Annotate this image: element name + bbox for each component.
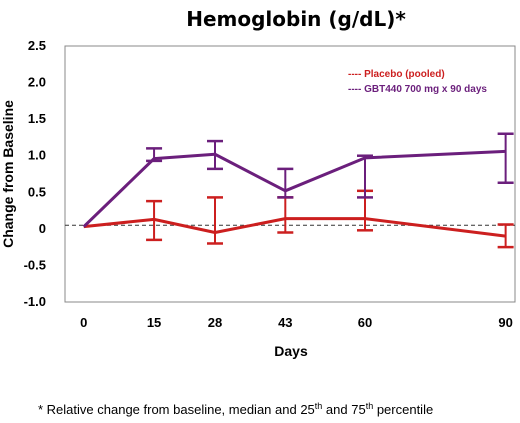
- x-tick-label: 15: [147, 315, 161, 330]
- error-bar: [497, 132, 514, 185]
- y-tick-label: -1.0: [24, 294, 46, 309]
- x-axis-ticks: 0 15 28 43 60 90: [80, 315, 513, 330]
- y-tick-label: -0.5: [24, 257, 46, 272]
- x-tick-label: 0: [80, 315, 87, 330]
- chart-title: Hemoglobin (g/dL)*: [186, 7, 406, 31]
- error-bar: [207, 196, 223, 245]
- error-bar: [277, 167, 294, 199]
- legend: ---- Placebo (pooled) ---- GBT440 700 mg…: [348, 69, 487, 95]
- error-bar: [207, 139, 223, 171]
- x-tick-label: 90: [498, 315, 512, 330]
- y-tick-label: 0: [39, 221, 46, 236]
- y-tick-label: 1.0: [28, 148, 46, 163]
- series-line: [83, 217, 506, 238]
- error-bar: [146, 199, 163, 242]
- y-tick-label: 2.5: [28, 38, 46, 53]
- series-0: [83, 189, 514, 249]
- y-tick-label: 0.5: [28, 184, 46, 199]
- series-1: [82, 132, 514, 228]
- x-tick-label: 60: [358, 315, 372, 330]
- y-axis-ticks: 2.5 2.0 1.5 1.0 0.5 0 -0.5 -1.0: [24, 38, 46, 309]
- y-tick-label: 2.0: [28, 75, 46, 90]
- footnote-text-3: percentile: [373, 402, 433, 417]
- error-bar: [357, 154, 373, 199]
- y-axis-label: Change from Baseline: [0, 100, 16, 248]
- plot-area-frame: [64, 45, 516, 303]
- footnote-text-1: * Relative change from baseline, median …: [38, 402, 315, 417]
- legend-entry-placebo: ---- Placebo (pooled): [348, 69, 445, 80]
- error-bar: [146, 147, 163, 163]
- error-bar: [277, 196, 294, 234]
- y-tick-label: 1.5: [28, 111, 46, 126]
- x-tick-label: 28: [208, 315, 222, 330]
- footnote-text-2: and 75: [322, 402, 365, 417]
- footnote-sup-1: th: [315, 401, 323, 411]
- footnote-sup-2: th: [366, 401, 374, 411]
- x-tick-label: 43: [278, 315, 292, 330]
- series-layer: [82, 132, 514, 249]
- footnote: * Relative change from baseline, median …: [38, 401, 433, 417]
- error-bar: [497, 223, 514, 249]
- x-axis-label: Days: [274, 343, 308, 359]
- legend-entry-gbt440: ---- GBT440 700 mg x 90 days: [348, 84, 487, 95]
- series-line: [82, 149, 506, 228]
